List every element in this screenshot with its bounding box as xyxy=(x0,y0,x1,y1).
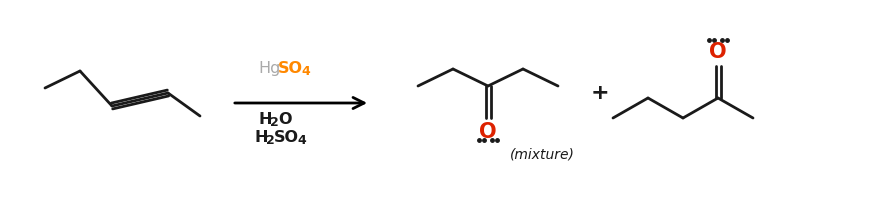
Text: 2: 2 xyxy=(266,135,274,147)
Text: H: H xyxy=(258,111,272,126)
Text: 2: 2 xyxy=(270,116,279,129)
Text: O: O xyxy=(479,122,496,142)
Text: SO: SO xyxy=(278,61,303,76)
Text: (mixture): (mixture) xyxy=(510,147,574,161)
Text: +: + xyxy=(591,83,609,103)
Text: SO: SO xyxy=(274,130,299,145)
Text: O: O xyxy=(709,42,727,62)
Text: Hg: Hg xyxy=(258,61,281,76)
Text: O: O xyxy=(278,111,292,126)
Text: 4: 4 xyxy=(301,64,309,77)
Text: H: H xyxy=(254,130,267,145)
Text: 4: 4 xyxy=(297,135,306,147)
